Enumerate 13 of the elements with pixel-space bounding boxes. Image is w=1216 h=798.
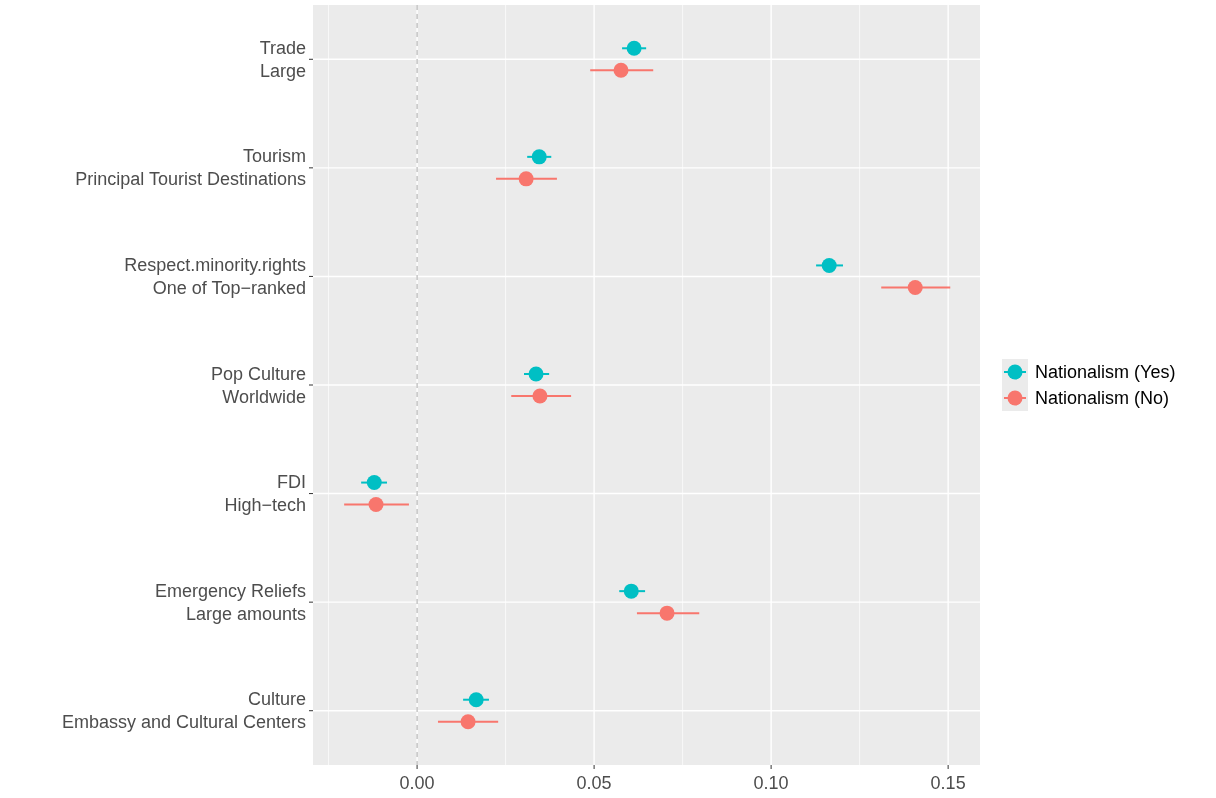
x-tick-label: 0.10	[753, 773, 789, 793]
x-tick-label: 0.05	[576, 773, 612, 793]
y-tick-label: Respect.minority.rights One of Top−ranked	[124, 254, 306, 298]
x-tick-label: 0.15	[930, 773, 966, 793]
y-tick-label: FDI High−tech	[224, 472, 306, 516]
y-tick-label: Pop Culture Worldwide	[210, 363, 306, 407]
legend-label: Nationalism (Yes)	[1035, 362, 1176, 382]
legend-label: Nationalism (No)	[1035, 388, 1170, 408]
x-tick-label: 0.00	[399, 773, 435, 793]
y-tick-label: Tourism Principal Tourist Destinations	[75, 146, 306, 190]
y-tick-label: Culture Embassy and Cultural Centers	[61, 689, 306, 733]
y-tick-label: Trade Large	[259, 37, 306, 81]
y-tick-label: Emergency Reliefs Large amounts	[154, 580, 306, 624]
